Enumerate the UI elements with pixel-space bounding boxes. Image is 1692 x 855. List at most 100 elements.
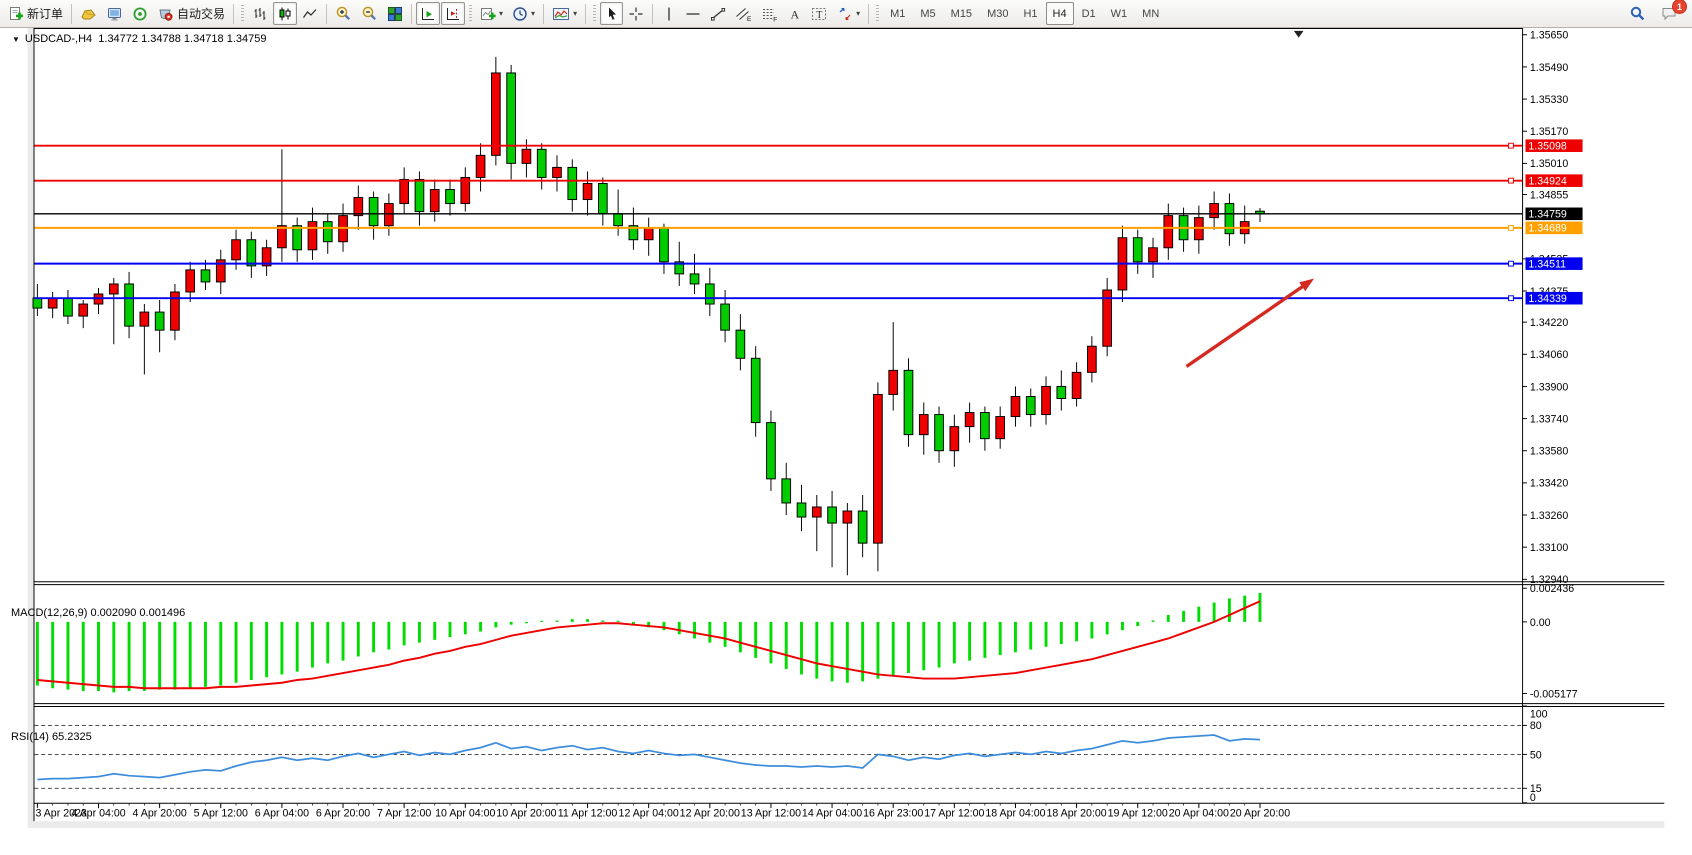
timeframe-m30[interactable]: M30 [980,2,1015,25]
timeframe-w1[interactable]: W1 [1104,2,1135,25]
annotations[interactable] [1185,30,1315,368]
candle [506,72,516,164]
bar-chart-button[interactable] [248,2,272,25]
candle [582,182,593,201]
candle [1025,395,1036,416]
toolbar-grip[interactable] [241,4,245,23]
toolbar-grip[interactable] [593,4,597,23]
candle [170,291,180,331]
candle [873,393,883,544]
toolbar-grip[interactable] [469,4,473,23]
toolbar-separator [411,3,413,24]
quick-trade-collapse-icon[interactable]: ▼ [12,34,20,44]
timeframe-h1[interactable]: H1 [1016,2,1044,25]
new-chart-icon [480,6,496,22]
timeframe-m1[interactable]: M1 [883,2,912,25]
timeframe-d1[interactable]: D1 [1075,2,1103,25]
text-button[interactable]: A [783,2,806,25]
zoom-out-button[interactable] [357,2,382,25]
signal-button[interactable] [128,2,152,25]
toolbar-right-tools: 1 [1625,0,1688,25]
new-order-button[interactable]: 新订单 [4,2,67,25]
chart-canvas[interactable]: 1.35650 1.35490 1.35330 1.35170 1.35010 1.348… [0,28,1692,855]
timeframe-m5[interactable]: M5 [913,2,942,25]
notification-badge: 1 [1672,0,1687,14]
chart-title-bar[interactable]: ▼ USDCAD-,H4 1.34772 1.34788 1.34718 1.3… [12,33,266,45]
timeframe-mn[interactable]: MN [1135,2,1166,25]
signal-icon [132,6,148,22]
svg-text:1.33420: 1.33420 [1530,478,1568,490]
candle [231,239,241,261]
chart-shift-icon [445,6,461,22]
horizontal-line-objects[interactable]: 1.35098 1.34924 1.34759 1.34689 1.34511 1.343… [34,139,1583,305]
toolbar-separator [71,3,73,24]
tile-windows-button[interactable] [383,2,407,25]
candle [322,221,333,243]
candle [918,414,929,436]
svg-text:1.34060: 1.34060 [1530,349,1568,361]
auto-trading-button[interactable]: 自动交易 [153,2,229,25]
fibonacci-button[interactable]: F [757,2,782,25]
candle [1071,371,1082,399]
candle [827,506,837,524]
candle [552,166,562,178]
svg-text:A: A [790,7,799,21]
timeframe-h4[interactable]: H4 [1045,2,1074,25]
toolbar-grip[interactable] [876,4,880,23]
vertical-line-icon [663,6,675,22]
candle [811,506,822,518]
candle [1087,345,1097,373]
notifications-button[interactable]: 1 [1656,0,1687,25]
candle [399,178,409,205]
equidistant-channel-button[interactable]: E [731,2,756,25]
toolbar-separator [652,3,654,24]
text-label-button[interactable]: T [807,2,832,25]
price-tag [1525,221,1583,235]
candle [704,283,715,305]
chart-shift-button[interactable] [441,2,466,25]
cursor-button[interactable] [600,2,624,25]
new-order-label: 新订单 [27,7,64,21]
auto-scroll-button[interactable] [416,2,441,25]
svg-text:F: F [773,16,777,22]
line-handle [1508,295,1514,302]
candle [215,259,226,283]
svg-text:7 Apr 12:00: 7 Apr 12:00 [377,807,431,819]
svg-text:10 Apr 04:00: 10 Apr 04:00 [435,807,495,819]
bar-chart-icon [252,6,268,22]
candle [32,297,43,309]
crosshair-button[interactable] [624,2,648,25]
svg-text:E: E [747,16,752,22]
candle [124,283,134,327]
chart-area[interactable]: 1.35650 1.35490 1.35330 1.35170 1.35010 1.348… [0,28,1692,855]
svg-text:1.35330: 1.35330 [1530,94,1568,106]
toolbar-separator [543,3,545,24]
zoom-in-button[interactable] [331,2,356,25]
svg-text:20 Apr 04:00: 20 Apr 04:00 [1169,807,1229,819]
candle [78,303,89,317]
timeframe-m15[interactable]: M15 [944,2,979,25]
trendline-button[interactable] [706,2,730,25]
candle [689,273,700,285]
svg-text:1.35010: 1.35010 [1530,158,1568,170]
gold-nugget-button[interactable] [76,2,101,25]
vertical-line-button[interactable] [657,2,680,25]
svg-text:0.002436: 0.002436 [1530,583,1574,595]
macd-signal-line [37,600,1261,690]
candlestick-button[interactable] [273,2,298,25]
horizontal-line-button[interactable] [681,2,705,25]
timeframe-label: M15 [950,7,973,20]
templates-button[interactable]: ▾ [548,2,581,25]
arrows-button[interactable]: ▾ [833,2,864,25]
candle [1224,203,1235,235]
line-chart-button[interactable] [298,2,322,25]
candle [659,227,669,263]
search-button[interactable] [1625,2,1650,25]
svg-text:13 Apr 12:00: 13 Apr 12:00 [741,807,801,819]
text-icon: A [788,6,802,22]
screen-button[interactable] [102,2,127,25]
svg-text:1.35490: 1.35490 [1530,62,1568,74]
new-chart-button[interactable]: ▾ [476,2,507,25]
periods-button[interactable]: ▾ [508,2,539,25]
